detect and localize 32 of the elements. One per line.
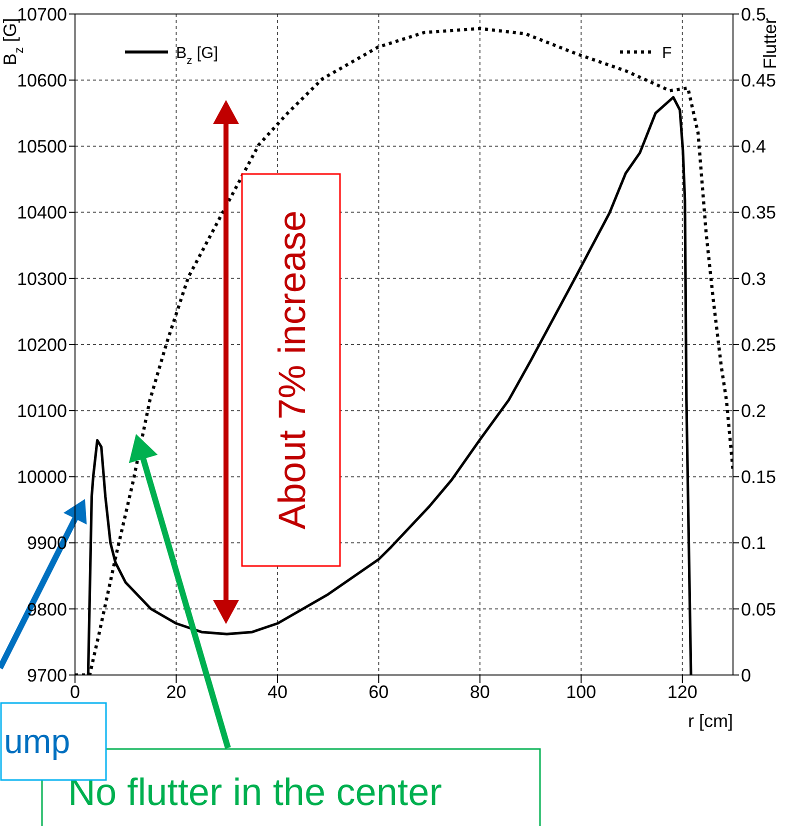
y-tick-label: 10000 (16, 467, 67, 488)
y2-tick-label: 0.2 (741, 400, 766, 421)
y2-tick-label: 0.1 (741, 533, 766, 554)
y-tick-label: 10300 (16, 268, 67, 289)
text: ump (4, 723, 70, 761)
x-tick-label: 60 (368, 682, 389, 702)
y2-tick-label: 0.05 (741, 599, 776, 620)
y2-tick-label: 0.25 (741, 334, 776, 355)
legend-label: F (662, 45, 672, 62)
y2-tick-label: 0.35 (741, 202, 776, 223)
y2-tick-label: 0.4 (741, 136, 766, 157)
y-tick-label: 10500 (16, 136, 67, 157)
x-axis-title: r [cm] (688, 711, 733, 731)
y2-tick-label: 0.45 (741, 70, 776, 90)
annotation: About 7% increase (272, 210, 314, 530)
x-tick-label: 40 (267, 682, 288, 702)
text: No flutter in the center (68, 772, 442, 814)
y-tick-label: 10600 (16, 70, 67, 90)
y-tick-label: 9700 (26, 665, 67, 686)
y2-tick-label: 0 (741, 665, 752, 686)
x-tick-label: 20 (166, 682, 186, 702)
y2-tick-label: 0.3 (741, 268, 766, 289)
y2-tick-label: 0.15 (741, 467, 776, 488)
x-tick-label: 0 (70, 682, 80, 702)
y-tick-label: 10200 (16, 334, 67, 355)
x-tick-label: 100 (566, 682, 596, 702)
legend-label: B$_{z}$ [G] (176, 45, 218, 67)
x-tick-label: 120 (667, 682, 698, 702)
y-tick-label: 10100 (16, 400, 67, 421)
y2-tick-label: 0.5 (741, 4, 766, 24)
x-tick-label: 80 (470, 682, 490, 702)
y-tick-label: 10400 (16, 202, 67, 223)
